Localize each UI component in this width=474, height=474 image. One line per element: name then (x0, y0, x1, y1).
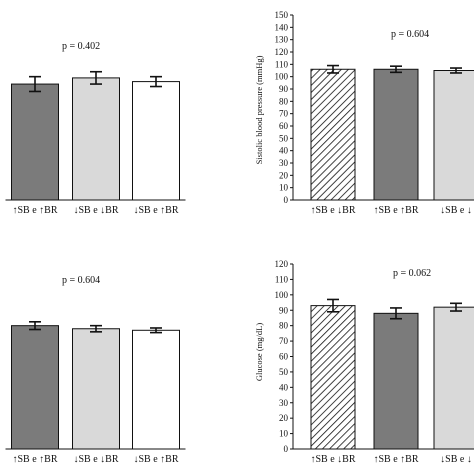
category-label: ↓SB e ↑BR (133, 205, 178, 216)
category-label: ↑SB e ↓BR (310, 205, 355, 216)
y-tick-label: 20 (279, 413, 289, 423)
y-tick-label: 150 (275, 10, 289, 20)
bar (11, 325, 59, 450)
panel-3-bars (293, 298, 474, 450)
y-tick-label: 0 (284, 444, 289, 454)
y-tick-label: 80 (279, 96, 289, 106)
y-axis-label: Sistolic blood pressure (mmHg) (254, 55, 264, 164)
y-tick-label: 20 (279, 170, 289, 180)
y-tick-label: 40 (279, 146, 289, 156)
category-label: ↑SB e ↑BR (12, 454, 57, 465)
bar (132, 81, 180, 201)
y-tick-label: 60 (279, 352, 289, 362)
y-tick-label: 110 (275, 274, 289, 284)
bar (310, 68, 356, 201)
bar (72, 77, 120, 201)
y-tick-label: 0 (284, 195, 289, 205)
y-tick-label: 60 (279, 121, 289, 131)
y-tick-label: 70 (279, 109, 289, 119)
bar (11, 83, 59, 201)
y-tick-label: 90 (279, 305, 289, 315)
p-value-label: p = 0.604 (391, 29, 429, 40)
category-label: ↑SB e ↑BR (373, 454, 418, 465)
p-value-label: p = 0.402 (62, 41, 100, 52)
y-tick-label: 40 (279, 382, 289, 392)
bar (72, 328, 120, 450)
panel-3-axis: 0 10 20 30 40 50 60 70 80 90 100 110 120 (275, 259, 294, 454)
p-value-label: p = 0.062 (393, 268, 431, 279)
y-axis-label: Glucose (mg/dL) (254, 323, 264, 381)
category-label: ↓SB e ↑BR (133, 454, 178, 465)
p-value-label: p = 0.604 (62, 275, 100, 286)
category-label: ↑SB e ↑BR (12, 205, 57, 216)
bar (373, 68, 419, 201)
y-tick-label: 120 (275, 47, 289, 57)
category-label: ↓SB e ↓BR (73, 205, 118, 216)
bar (132, 329, 180, 450)
y-tick-label: 140 (275, 22, 289, 32)
y-tick-label: 110 (275, 59, 289, 69)
y-tick-label: 80 (279, 321, 289, 331)
panel-1-axis: 0 10 20 30 40 50 60 70 80 90 100 110 120 130 140 150 (275, 10, 294, 205)
y-tick-label: 10 (279, 183, 289, 193)
y-tick-label: 100 (275, 290, 289, 300)
category-label: ↓SB e ↓BR (73, 454, 118, 465)
panel-1-bars (293, 64, 474, 201)
category-label: ↓SB e ↓ (440, 205, 472, 216)
bar (373, 312, 419, 450)
y-tick-label: 30 (279, 158, 289, 168)
y-tick-label: 120 (275, 259, 289, 269)
y-tick-label: 10 (279, 429, 289, 439)
y-tick-label: 100 (275, 72, 289, 82)
panel-bottom-right: Glucose (mg/dL) p = 0.062 0 10 20 30 40 50 60 7… (254, 259, 474, 465)
y-tick-label: 50 (279, 367, 289, 377)
y-tick-label: 30 (279, 398, 289, 408)
y-tick-label: 90 (279, 84, 289, 94)
panel-bottom-left: p = 0.604 ↑SB e ↑BR ↓SB e ↓BR ↓SB e ↑BR (5, 275, 186, 465)
panel-0-bars (5, 70, 186, 201)
panel-2-bars (5, 321, 186, 450)
bar (433, 306, 474, 450)
y-tick-label: 130 (275, 35, 289, 45)
bar (433, 70, 474, 201)
category-label: ↑SB e ↓BR (310, 454, 355, 465)
y-tick-label: 50 (279, 133, 289, 143)
category-label: ↓SB e ↓ (440, 454, 472, 465)
panel-top-right: Sistolic blood pressure (mmHg) p = 0.604… (254, 10, 474, 216)
bar (310, 305, 356, 450)
y-tick-label: 70 (279, 336, 289, 346)
panel-top-left: p = 0.402 ↑SB e ↑BR ↓SB e ↓BR ↓SB e ↑BR (5, 41, 186, 216)
category-label: ↑SB e ↑BR (373, 205, 418, 216)
